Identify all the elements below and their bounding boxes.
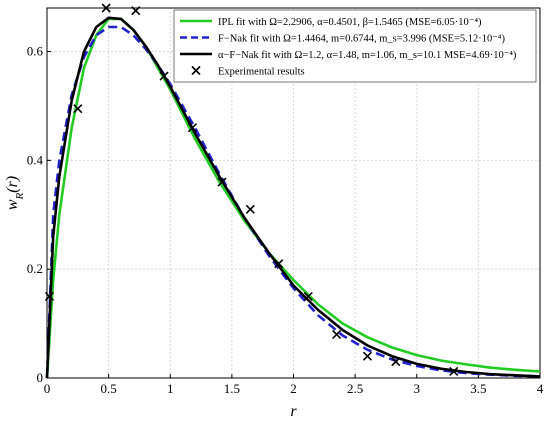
x-axis-label: r xyxy=(290,403,297,420)
experimental-point xyxy=(391,357,401,367)
x-tick-label: 0 xyxy=(44,381,51,396)
series-line-0 xyxy=(45,17,541,379)
legend-label: α−F−Nak fit with Ω=1.2, α=1.48, m=1.06, … xyxy=(218,50,517,61)
experimental-point xyxy=(101,3,111,13)
y-tick-label: 0 xyxy=(37,370,44,385)
x-tick-label: 4 xyxy=(537,381,544,396)
x-tick-label: 3.5 xyxy=(470,381,486,396)
experimental-point xyxy=(131,6,141,16)
experimental-point xyxy=(332,329,342,340)
y-tick-label: 0.6 xyxy=(27,44,44,59)
legend-label: Experimental results xyxy=(218,67,305,78)
y-tick-label: 0.2 xyxy=(27,261,43,276)
x-tick-label: 2.5 xyxy=(347,381,363,396)
y-axis-label: wR(r) xyxy=(4,176,26,210)
x-tick-label: 2 xyxy=(290,381,297,396)
series-line-2 xyxy=(45,16,541,379)
legend-box xyxy=(173,9,537,83)
legend-item: IPL fit with Ω=2.2906, α=0.4501, β=1.546… xyxy=(180,17,482,28)
experimental-point xyxy=(44,291,55,301)
experimental-point xyxy=(187,123,198,133)
series-layer xyxy=(44,3,541,379)
experimental-point xyxy=(217,177,227,187)
experimental-point xyxy=(245,204,255,214)
experimental-point xyxy=(159,71,169,81)
legend-item: F−Nak fit with Ω=1.4464, m=0.6744, m_s=3… xyxy=(180,34,505,45)
x-tick-label: 1 xyxy=(167,381,174,396)
legend-item: α−F−Nak fit with Ω=1.2, α=1.48, m=1.06, … xyxy=(180,50,517,61)
series-line-1 xyxy=(45,25,541,379)
legend-item: Experimental results xyxy=(191,65,305,78)
legend-label: IPL fit with Ω=2.2906, α=0.4501, β=1.546… xyxy=(218,17,482,28)
experimental-point xyxy=(303,291,313,301)
experimental-point xyxy=(449,366,459,377)
x-tick-label: 0.5 xyxy=(101,381,117,396)
legend-label: F−Nak fit with Ω=1.4464, m=0.6744, m_s=3… xyxy=(218,34,505,45)
experimental-point xyxy=(362,351,373,361)
x-tick-label: 1.5 xyxy=(224,381,240,396)
experimental-point xyxy=(73,104,83,114)
axis-ticks: 0 0.5 1 1.5 2 2.5 3 3.5 4 0 0.2 0.4 0.6 xyxy=(27,44,544,396)
experimental-point xyxy=(274,259,284,269)
y-tick-label: 0.4 xyxy=(27,152,44,167)
legend: IPL fit with Ω=2.2906, α=0.4501, β=1.546… xyxy=(173,9,537,83)
x-tick-label: 3 xyxy=(414,381,421,396)
